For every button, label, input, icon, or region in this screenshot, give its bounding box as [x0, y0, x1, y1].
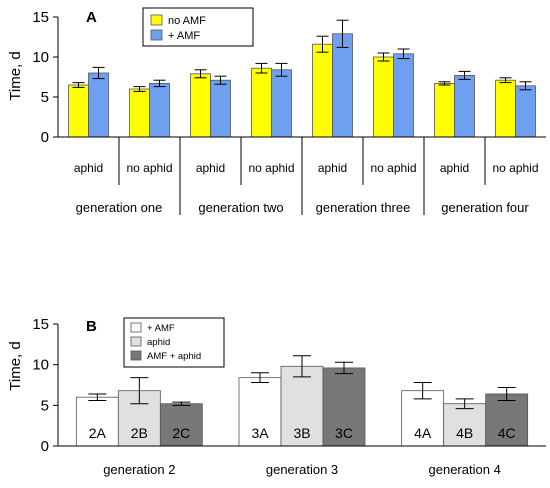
- panel-a-legend-label: + AMF: [168, 30, 200, 42]
- panel-b-legend-label: aphid: [147, 337, 170, 348]
- panel-a-bar: [210, 79, 231, 138]
- panel-a-condition-label: aphid: [196, 161, 225, 175]
- panel-a-bar: [373, 56, 394, 138]
- panel-a-bar: [454, 75, 475, 138]
- panel-a-y-tick-label: 5: [41, 89, 49, 106]
- panel-b-label: B: [86, 318, 97, 335]
- panel-b-legend-label: + AMF: [147, 323, 175, 334]
- panel-b-y-tick-label: 10: [32, 357, 49, 374]
- panel-a-bar: [393, 53, 414, 138]
- panel-a-group-label: generation three: [316, 200, 411, 215]
- panel-a-y-tick-label: 15: [32, 9, 49, 26]
- panel-b-bar-label: 2B: [131, 425, 148, 441]
- panel-a-group-label: generation four: [441, 200, 529, 215]
- panel-b-y-tick-label: 5: [41, 397, 49, 414]
- panel-a-bar: [515, 85, 536, 138]
- panel-b-group-label: generation 3: [266, 462, 338, 477]
- panel-a-group-label: generation two: [198, 200, 283, 215]
- panel-b: B Time, d 2A 2B 2C 3A 3B 3C 4A 4B 4C 0 5 10 15 gene…: [7, 316, 546, 477]
- panel-b-bar: [322, 367, 366, 447]
- panel-b-legend-swatch: [130, 336, 142, 347]
- panel-b-bar-label: 2C: [172, 425, 190, 441]
- panel-a-legend-swatch: [150, 14, 163, 26]
- panel-a-bar: [332, 33, 353, 138]
- panel-a-legend: no AMF + AMF: [142, 7, 254, 47]
- panel-b-bar: [485, 393, 529, 447]
- panel-b-legend: + AMF aphid AMF + aphid: [123, 317, 225, 368]
- panel-a-bar: [149, 83, 170, 138]
- panel-b-bar-label: 3B: [293, 425, 310, 441]
- panel-b-group-label: generation 2: [103, 462, 175, 477]
- panel-a-y-tick-label: 0: [41, 129, 49, 146]
- panel-b-bar: [443, 403, 487, 447]
- panel-a-bar: [495, 79, 516, 138]
- panel-b-bar: [401, 390, 445, 447]
- panel-a-bar: [312, 43, 333, 138]
- panel-b-bar-label: 3C: [335, 425, 353, 441]
- panel-b-bar-label: 2A: [89, 425, 107, 441]
- panel-a-y-axis-title: Time, d: [7, 51, 24, 100]
- panel-a-bar: [434, 83, 455, 138]
- panel-b-legend-swatch: [130, 350, 142, 361]
- panel-a-y-tick-label: 10: [32, 49, 49, 66]
- panel-a-condition-label: no aphid: [126, 161, 172, 175]
- panel-b-bar-label: 4C: [498, 425, 516, 441]
- panel-b-y-tick-label: 15: [32, 316, 49, 333]
- panel-a-bar: [88, 72, 109, 138]
- panel-a-bar: [251, 67, 272, 138]
- panel-a-condition-label: no aphid: [492, 161, 538, 175]
- panel-a-bar: [129, 88, 150, 138]
- panel-b-bar-label: 4B: [456, 425, 473, 441]
- panel-a-condition-label: aphid: [440, 161, 469, 175]
- panel-a: A Time, d 0 5 10 15 aphid no aphid aphid no ap…: [7, 7, 546, 215]
- panel-a-bar: [271, 69, 292, 138]
- panel-a-legend-label: no AMF: [168, 15, 206, 27]
- panel-a-group-label: generation one: [76, 200, 163, 215]
- panel-a-label: A: [86, 9, 97, 26]
- panel-b-legend-label: AMF + aphid: [147, 351, 201, 362]
- panel-b-bar: [280, 365, 324, 447]
- panel-b-y-tick-label: 0: [41, 438, 49, 455]
- panel-b-legend-swatch: [130, 322, 142, 333]
- panel-a-condition-label: aphid: [74, 161, 103, 175]
- panel-a-bar: [68, 84, 89, 138]
- panel-a-condition-label: aphid: [318, 161, 347, 175]
- panel-b-y-axis-title: Time, d: [7, 341, 24, 390]
- panel-a-legend-swatch: [150, 29, 163, 41]
- panel-b-bar: [238, 377, 282, 447]
- panel-b-bar-label: 3A: [251, 425, 269, 441]
- panel-a-condition-label: no aphid: [248, 161, 294, 175]
- panel-b-group-label: generation 4: [429, 462, 501, 477]
- panel-a-bar: [190, 73, 211, 138]
- panel-a-condition-label: no aphid: [370, 161, 416, 175]
- panel-b-bar-label: 4A: [414, 425, 432, 441]
